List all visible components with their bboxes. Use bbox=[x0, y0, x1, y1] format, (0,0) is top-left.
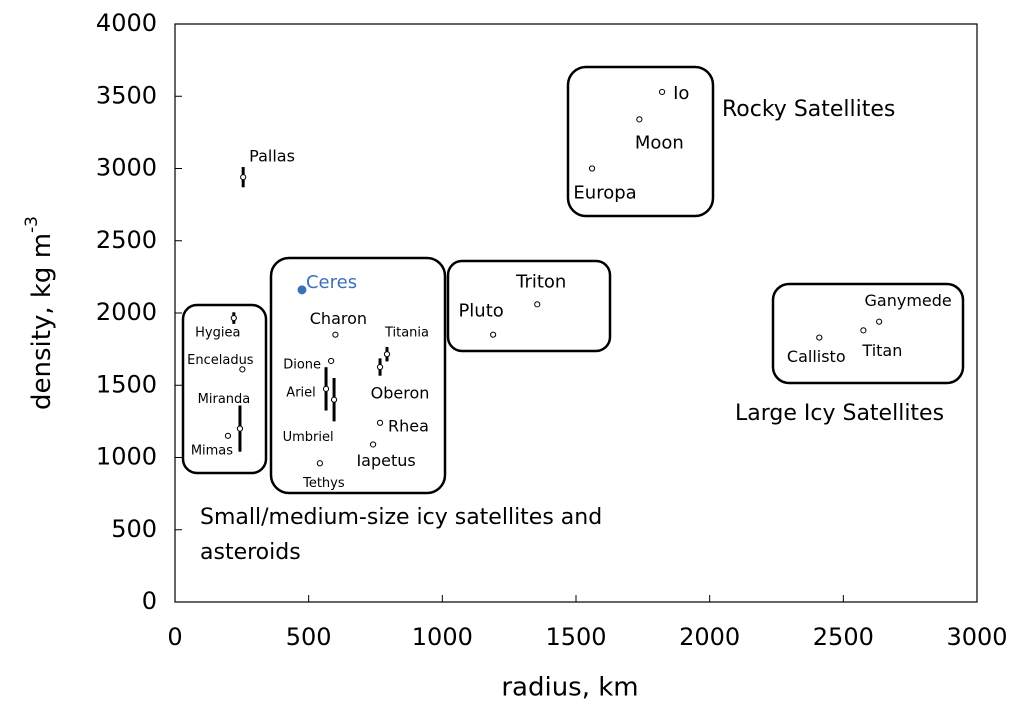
data-point bbox=[534, 301, 541, 308]
x-axis-label: radius, km bbox=[501, 673, 638, 703]
x-tick-label: 3000 bbox=[946, 623, 1007, 651]
annotation: Small/medium-size icy satellites and bbox=[200, 505, 602, 530]
data-point bbox=[588, 165, 596, 172]
y-tick-label: 3000 bbox=[96, 154, 157, 182]
group-box bbox=[269, 256, 447, 495]
y-tick-label: 500 bbox=[111, 515, 157, 543]
data-point bbox=[230, 314, 237, 322]
point-label: Ganymede bbox=[865, 291, 952, 310]
group-box bbox=[446, 259, 612, 353]
group-box bbox=[771, 282, 965, 385]
data-point bbox=[383, 351, 391, 358]
annotation: asteroids bbox=[200, 540, 301, 565]
x-tick-label: 2500 bbox=[813, 623, 874, 651]
data-point bbox=[236, 425, 244, 432]
data-point bbox=[376, 363, 384, 371]
point-label: Hygiea bbox=[195, 326, 240, 341]
point-label: Tethys bbox=[302, 476, 345, 491]
data-point bbox=[860, 327, 867, 334]
point-label: Europa bbox=[573, 183, 636, 204]
point-label: Oberon bbox=[371, 384, 430, 403]
group-box bbox=[181, 303, 268, 475]
x-tick-label: 2000 bbox=[679, 623, 740, 651]
point-label: Pallas bbox=[249, 147, 295, 166]
x-tick-label: 0 bbox=[167, 623, 182, 651]
group-boxes bbox=[181, 65, 965, 495]
group-box bbox=[566, 65, 715, 218]
point-label: Io bbox=[673, 83, 689, 104]
data-point bbox=[316, 460, 323, 467]
y-tick-label: 4000 bbox=[96, 9, 157, 37]
point-label: Ariel bbox=[286, 385, 315, 400]
point-label: Titan bbox=[861, 341, 902, 360]
point-label: Mimas bbox=[191, 443, 233, 458]
data-point bbox=[816, 334, 823, 341]
annotation: Rocky Satellites bbox=[722, 97, 895, 122]
data-point bbox=[297, 285, 307, 295]
y-tick-label: 1000 bbox=[96, 443, 157, 471]
point-label: Triton bbox=[515, 271, 566, 292]
point-label: Umbriel bbox=[283, 430, 334, 445]
x-tick-label: 1500 bbox=[545, 623, 606, 651]
data-point bbox=[376, 419, 384, 426]
data-point bbox=[224, 432, 232, 439]
point-label: Charon bbox=[310, 309, 367, 328]
data-point bbox=[239, 366, 246, 373]
data-point bbox=[876, 318, 883, 325]
y-tick-label: 2500 bbox=[96, 226, 157, 254]
data-point bbox=[330, 396, 338, 403]
data-point bbox=[490, 331, 497, 338]
annotation: Large Icy Satellites bbox=[735, 401, 944, 426]
data-point bbox=[369, 441, 377, 448]
point-label: Dione bbox=[283, 357, 321, 372]
point-label: Titania bbox=[384, 326, 429, 341]
point-label: Enceladus bbox=[187, 353, 254, 368]
point-label: Miranda bbox=[198, 392, 251, 407]
data-point bbox=[240, 174, 247, 181]
y-tick-label: 1500 bbox=[96, 370, 157, 398]
y-tick-label: 2000 bbox=[96, 298, 157, 326]
y-tick-label: 3500 bbox=[96, 81, 157, 109]
point-label: Moon bbox=[635, 132, 684, 153]
y-axis-label: density, kg m-3 bbox=[22, 216, 57, 410]
x-tick-label: 500 bbox=[286, 623, 332, 651]
data-point bbox=[636, 116, 643, 123]
y-axis-label-sup: -3 bbox=[22, 216, 42, 233]
point-label: Pluto bbox=[458, 301, 503, 322]
data-point bbox=[322, 385, 330, 392]
x-tick-label: 1000 bbox=[412, 623, 473, 651]
point-label: Ceres bbox=[306, 272, 357, 293]
data-point bbox=[328, 357, 335, 365]
data-point bbox=[332, 331, 339, 338]
point-label: Iapetus bbox=[356, 451, 415, 470]
point-label: Callisto bbox=[787, 347, 846, 366]
data-point bbox=[658, 88, 666, 96]
point-label: Rhea bbox=[388, 416, 429, 435]
y-axis-label-text: density, kg m bbox=[27, 233, 57, 410]
y-tick-label: 0 bbox=[142, 587, 157, 615]
